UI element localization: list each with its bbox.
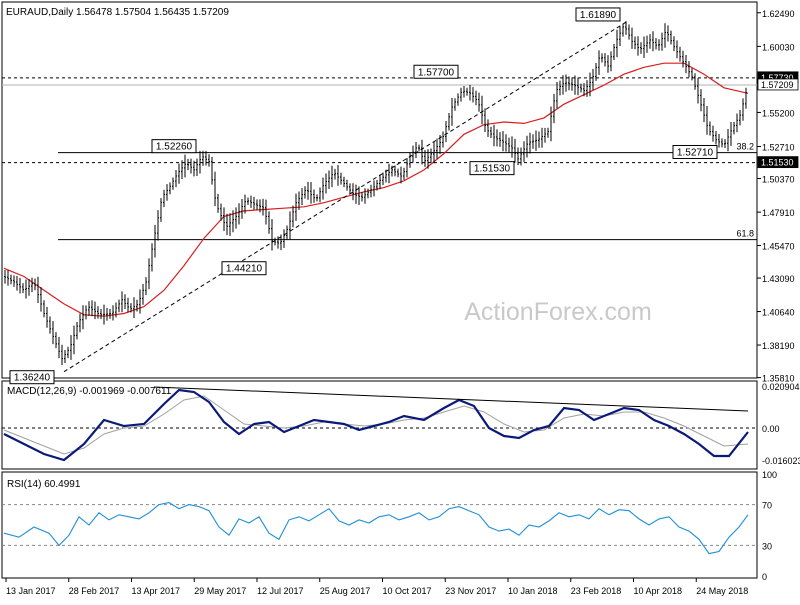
price-label: 1.57700	[418, 67, 455, 78]
macd-axis-label: -0.016023	[762, 456, 800, 466]
x-axis-label: 12 Jul 2017	[257, 586, 304, 596]
rsi-label: RSI(14) 60.4991	[7, 479, 81, 490]
price-pane-frame	[1, 1, 758, 379]
price-axis-label: 1.38190	[762, 341, 795, 351]
x-axis-label: 28 Feb 2017	[69, 586, 120, 596]
x-axis-label: 13 Apr 2017	[132, 586, 181, 596]
price-label: 1.44210	[226, 264, 263, 275]
price-axis-label: 1.60030	[762, 42, 795, 52]
price-label-box	[151, 139, 197, 154]
price-axis-label: 1.40640	[762, 308, 795, 318]
macd-axis-label: 0.00	[762, 424, 780, 434]
price-axis-label: 1.47910	[762, 208, 795, 218]
price-axis-label: 1.45470	[762, 241, 795, 251]
rising-trendline	[63, 20, 629, 373]
macd-trendline	[153, 386, 749, 412]
macd-axis-label: 0.020904	[762, 382, 800, 392]
price-label: 1.52710	[677, 147, 714, 158]
price-axis-badge-label: 1.57209	[761, 80, 794, 90]
rsi-axis-label: 70	[762, 501, 772, 511]
price-label: 1.36240	[14, 373, 51, 384]
x-axis-label: 10 Oct 2017	[383, 586, 432, 596]
fibonacci-level-label: 38.2	[736, 142, 754, 152]
price-axis-label: 1.52710	[762, 142, 795, 152]
price-label-box	[672, 144, 718, 159]
rsi-pane-frame	[1, 471, 758, 579]
price-axis-badge	[757, 156, 799, 169]
x-axis-label: 23 Nov 2017	[445, 586, 496, 596]
x-axis-label: 10 Jan 2018	[508, 586, 558, 596]
rsi-axis-label: 0	[762, 572, 767, 582]
price-axis-label: 1.35810	[762, 374, 795, 384]
watermark: ActionForex.com	[464, 298, 652, 326]
price-axis-badge-label: 1.51530	[761, 158, 794, 168]
rsi-axis-label: 100	[762, 470, 777, 480]
price-label-box	[413, 64, 459, 79]
fibonacci-level-label: 61.8	[736, 229, 754, 239]
x-axis-label: 23 Feb 2018	[571, 586, 622, 596]
price-axis-badge-label: 1.57730	[761, 73, 794, 83]
x-axis-label: 13 Jan 2017	[6, 586, 56, 596]
x-axis-label: 10 Apr 2018	[634, 586, 683, 596]
price-label: 1.51530	[474, 164, 511, 175]
rsi-axis-label: 30	[762, 541, 772, 551]
x-axis-label: 25 Aug 2017	[320, 586, 371, 596]
macd-pane-frame	[1, 380, 758, 470]
price-axis-label: 1.62490	[762, 9, 795, 19]
chart-title: EURAUD,Daily 1.56478 1.57504 1.56435 1.5…	[6, 7, 229, 18]
x-axis-label: 29 May 2017	[194, 586, 246, 596]
macd-line	[3, 388, 749, 462]
price-axis-label: 1.50370	[762, 174, 795, 184]
price-axis-label: 1.43090	[762, 274, 795, 284]
price-label-box	[9, 370, 55, 385]
price-label-box	[575, 7, 621, 22]
macd-label: MACD(12,26,9) -0.001969 -0.007611	[7, 386, 172, 397]
price-label: 1.52260	[156, 142, 193, 153]
price-axis-badge	[757, 78, 799, 91]
price-label-box	[221, 261, 267, 276]
rsi-line	[3, 502, 749, 555]
price-label-box	[469, 161, 515, 176]
price-axis-label: 1.55200	[762, 108, 795, 118]
price-label: 1.61890	[580, 10, 617, 21]
x-axis-label: 24 May 2018	[696, 586, 748, 596]
